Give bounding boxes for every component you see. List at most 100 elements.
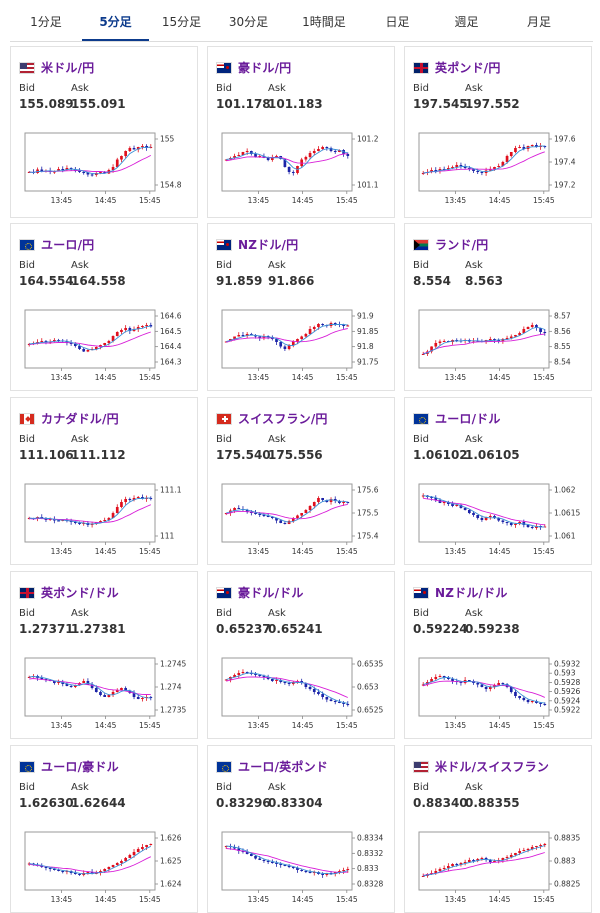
currency-pair[interactable]: NZドル/円: [216, 236, 298, 253]
mini-candlestick-chart[interactable]: 0.5932 0.593 0.5928 0.5926 0.5924 0.5922 13:45…: [411, 656, 586, 734]
ask-label: Ask: [71, 434, 89, 445]
currency-pair[interactable]: 英ポンド/円: [413, 59, 501, 76]
pair-name[interactable]: スイスフラン/円: [238, 412, 328, 426]
long-moving-average-line: [226, 503, 348, 520]
currency-pair[interactable]: ユーロ/円: [19, 236, 94, 253]
pair-name[interactable]: カナダドル/円: [41, 412, 119, 426]
candle-body: [120, 156, 123, 160]
chart-frame: [418, 831, 550, 891]
tab-timeframe-2[interactable]: 15分足: [161, 15, 202, 29]
candle-body: [69, 686, 73, 687]
candle-body: [312, 327, 316, 329]
pair-name[interactable]: 豪ドル/円: [238, 61, 292, 75]
currency-pair[interactable]: NZドル/ドル: [413, 584, 508, 601]
x-tick-label: 15:45: [139, 196, 161, 205]
tab-timeframe-0[interactable]: 1分足: [30, 15, 62, 29]
currency-pair[interactable]: 英ポンド/ドル: [19, 584, 119, 601]
candle-body: [476, 859, 480, 861]
rate-card[interactable]: 英ポンド/ドル Bid Ask 1.27371 1.27381 1.2745 1.274 1.…: [10, 571, 198, 739]
pair-name[interactable]: 米ドル/円: [41, 61, 95, 75]
candle-body: [291, 867, 295, 868]
pair-name[interactable]: NZドル/円: [238, 238, 299, 252]
pair-name[interactable]: ユーロ/豪ドル: [41, 760, 119, 774]
candle-body: [224, 513, 228, 514]
currency-pair[interactable]: ユーロ/英ポンド: [216, 758, 328, 775]
y-tick-label: 0.5928: [554, 678, 580, 687]
mini-candlestick-chart[interactable]: 1.062 1.0615 1.061 13:45 14:45 15:45: [411, 482, 586, 560]
mini-candlestick-chart[interactable]: 91.9 91.85 91.8 91.75 13:45 14:45 15:45: [214, 308, 389, 386]
rate-card[interactable]: ユーロ/英ポンド Bid Ask 0.83296 0.83304 0.8334 0.8332…: [207, 745, 395, 913]
rate-card[interactable]: カナダドル/円 Bid Ask 111.106 111.112 111.1 111 13:45…: [10, 397, 198, 565]
y-tick-label: 1.626: [160, 834, 182, 843]
mini-candlestick-chart[interactable]: 155 154.8 13:45 14:45 15:45: [17, 131, 192, 209]
bid-value: 1.27371: [19, 622, 74, 636]
pair-name[interactable]: ランド/円: [435, 238, 489, 252]
rate-card[interactable]: 英ポンド/円 Bid Ask 197.545 197.552 197.6 197.4 197.…: [404, 46, 592, 218]
candle-body: [270, 679, 274, 681]
currency-pair[interactable]: ランド/円: [413, 236, 488, 253]
mini-candlestick-chart[interactable]: 0.8334 0.8332 0.833 0.8328 13:45 14:45 15:45: [214, 830, 389, 908]
short-moving-average-line: [226, 845, 348, 875]
x-tick-label: 14:45: [292, 547, 314, 556]
ask-label: Ask: [465, 608, 483, 619]
y-tick-label: 164.5: [160, 327, 182, 336]
mini-candlestick-chart[interactable]: 164.6 164.5 164.4 164.3 13:45 14:45 15:45: [17, 308, 192, 386]
rate-card[interactable]: ユーロ/円 Bid Ask 164.554 164.558 164.6 164.5 164.4…: [10, 223, 198, 391]
candle-body: [526, 849, 530, 850]
tab-timeframe-6[interactable]: 週足: [454, 15, 479, 29]
mini-candlestick-chart[interactable]: 197.6 197.4 197.2 13:45 14:45 15:45: [411, 131, 586, 209]
currency-pair[interactable]: スイスフラン/円: [216, 410, 328, 427]
rate-card[interactable]: スイスフラン/円 Bid Ask 175.540 175.556 175.6 175.5 17…: [207, 397, 395, 565]
currency-pair[interactable]: ユーロ/ドル: [413, 410, 501, 427]
currency-pair[interactable]: 豪ドル/円: [216, 59, 291, 76]
pair-name[interactable]: 英ポンド/ドル: [41, 586, 119, 600]
y-tick-label: 0.8332: [357, 849, 383, 858]
ask-label: Ask: [71, 608, 89, 619]
mini-candlestick-chart[interactable]: 1.626 1.625 1.624 13:45 14:45 15:45: [17, 830, 192, 908]
candle-body: [241, 335, 245, 336]
currency-pair[interactable]: 米ドル/スイスフラン: [413, 758, 549, 775]
y-tick-label: 155: [160, 135, 175, 144]
rate-card[interactable]: ユーロ/ドル Bid Ask 1.06102 1.06105 1.062 1.0615 1.0…: [404, 397, 592, 565]
pair-name[interactable]: ユーロ/ドル: [435, 412, 501, 426]
rate-card[interactable]: ユーロ/豪ドル Bid Ask 1.62630 1.62644 1.626 1.625 1.6…: [10, 745, 198, 913]
pair-name[interactable]: 英ポンド/円: [435, 61, 501, 75]
mini-candlestick-chart[interactable]: 0.6535 0.653 0.6525 13:45 14:45 15:45: [214, 656, 389, 734]
short-moving-average-line: [423, 326, 545, 355]
tab-timeframe-4[interactable]: 1時間足: [302, 15, 346, 29]
rate-card[interactable]: NZドル/円 Bid Ask 91.859 91.866 91.9 91.85 91.8 91.…: [207, 223, 395, 391]
rate-card[interactable]: ランド/円 Bid Ask 8.554 8.563 8.57 8.56 8.55 8.54 13:…: [404, 223, 592, 391]
candle-body: [57, 520, 60, 522]
currency-pair[interactable]: カナダドル/円: [19, 410, 119, 427]
rate-card[interactable]: 米ドル/円 Bid Ask 155.089 155.091 155 154.8 13:45 14…: [10, 46, 198, 218]
tab-timeframe-3[interactable]: 30分足: [228, 15, 269, 29]
mini-candlestick-chart[interactable]: 0.8835 0.883 0.8825 13:45 14:45 15:45: [411, 830, 586, 908]
pair-name[interactable]: 米ドル/スイスフラン: [435, 760, 550, 774]
pair-name[interactable]: 豪ドル/ドル: [238, 586, 304, 600]
candle-body: [136, 147, 140, 150]
candle-body: [57, 870, 60, 871]
mini-candlestick-chart[interactable]: 111.1 111 13:45 14:45 15:45: [17, 482, 192, 560]
y-tick-label: 0.8825: [554, 880, 580, 889]
tab-timeframe-5[interactable]: 日足: [385, 15, 410, 29]
tab-timeframe-1[interactable]: 5分足: [82, 0, 149, 41]
rate-card[interactable]: 米ドル/スイスフラン Bid Ask 0.88340 0.88355 0.8835 0.88…: [404, 745, 592, 913]
currency-pair[interactable]: ユーロ/豪ドル: [19, 758, 119, 775]
pair-name[interactable]: NZドル/ドル: [435, 586, 508, 600]
rate-card[interactable]: 豪ドル/ドル Bid Ask 0.65237 0.65241 0.6535 0.653 0.6…: [207, 571, 395, 739]
rate-card[interactable]: NZドル/ドル Bid Ask 0.59224 0.59238 0.5932 0.593 0.…: [404, 571, 592, 739]
candle-body: [279, 680, 283, 682]
pair-name[interactable]: ユーロ/英ポンド: [238, 760, 328, 774]
chart-frame: [24, 309, 156, 369]
currency-pair[interactable]: 米ドル/円: [19, 59, 94, 76]
currency-pair[interactable]: 豪ドル/ドル: [216, 584, 304, 601]
mini-candlestick-chart[interactable]: 101.2 101.1 13:45 14:45 15:45: [214, 131, 389, 209]
mini-candlestick-chart[interactable]: 175.6 175.5 175.4 13:45 14:45 15:45: [214, 482, 389, 560]
x-tick-label: 15:45: [139, 373, 161, 382]
tab-timeframe-7[interactable]: 月足: [526, 15, 551, 29]
rate-card[interactable]: 豪ドル/円 Bid Ask 101.178 101.183 101.2 101.1 13:45…: [207, 46, 395, 218]
mini-candlestick-chart[interactable]: 1.2745 1.274 1.2735 13:45 14:45 15:45: [17, 656, 192, 734]
pair-name[interactable]: ユーロ/円: [41, 238, 95, 252]
mini-candlestick-chart[interactable]: 8.57 8.56 8.55 8.54 13:45 14:45 15:45: [411, 308, 586, 386]
x-tick-label: 13:45: [248, 721, 270, 730]
